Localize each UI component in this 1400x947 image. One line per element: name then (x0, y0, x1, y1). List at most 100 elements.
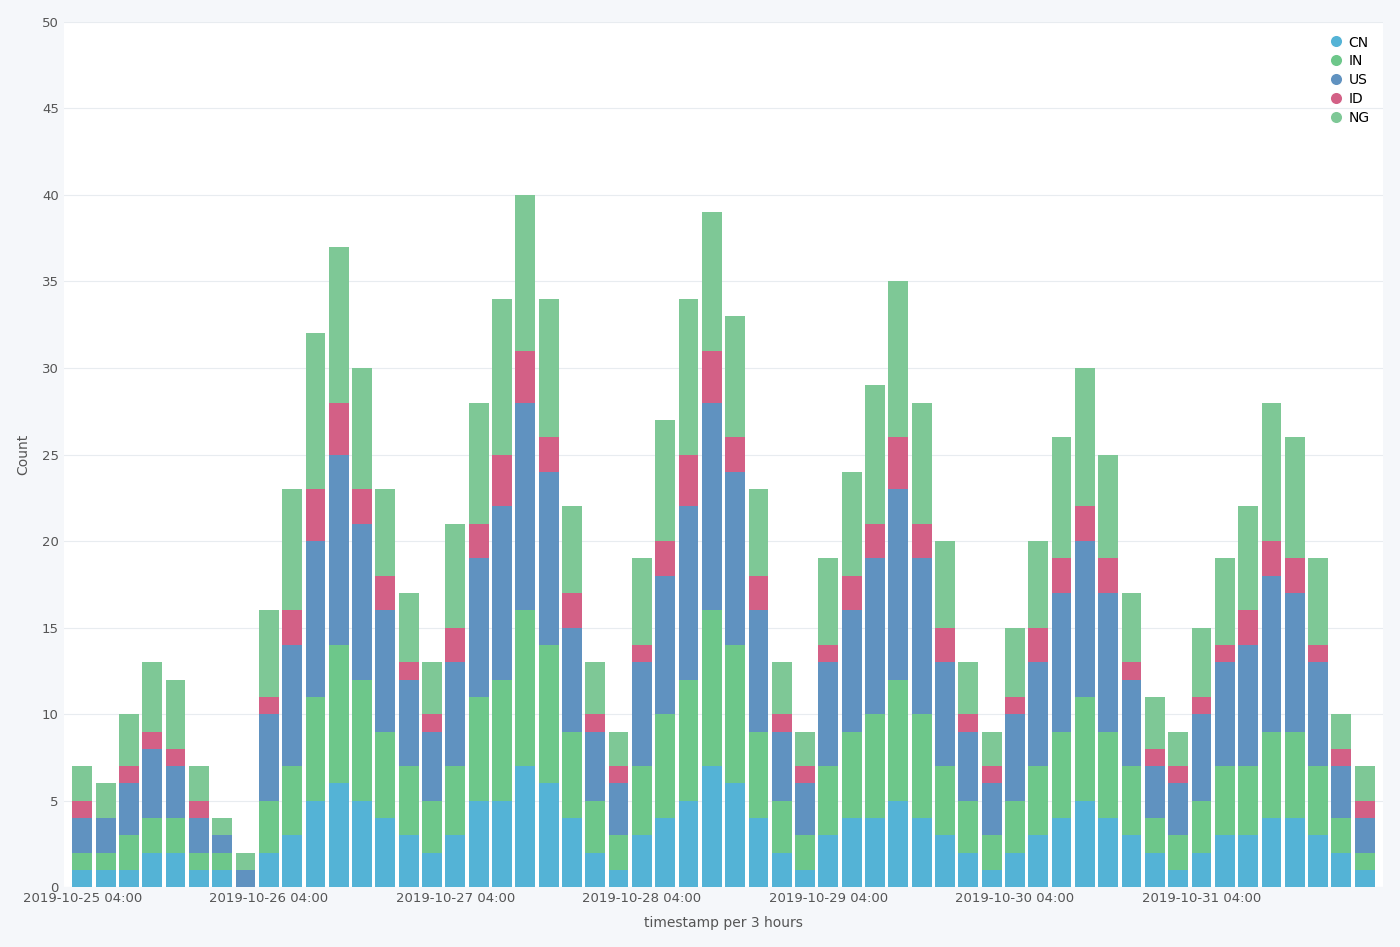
Bar (119, 835, 139, 870)
Bar (329, 402, 349, 455)
Bar (189, 852, 209, 870)
Bar (329, 455, 349, 645)
Bar (679, 507, 699, 680)
Bar (609, 835, 629, 870)
Bar (1121, 835, 1141, 887)
Bar (981, 766, 1001, 783)
Bar (889, 801, 909, 887)
Bar (1098, 593, 1119, 731)
Bar (1075, 801, 1095, 887)
Bar (1238, 645, 1259, 766)
Bar (305, 801, 325, 887)
Bar (1238, 766, 1259, 835)
Bar (1261, 541, 1281, 576)
Bar (1145, 766, 1165, 818)
Bar (1331, 818, 1351, 852)
Bar (935, 628, 955, 662)
Bar (445, 662, 465, 766)
Bar (1051, 438, 1071, 559)
Bar (375, 576, 395, 610)
Bar (771, 801, 791, 852)
Bar (213, 852, 232, 870)
Bar (143, 662, 162, 731)
Bar (1331, 852, 1351, 887)
Legend: CN, IN, US, ID, NG: CN, IN, US, ID, NG (1322, 28, 1376, 132)
Bar (631, 645, 652, 662)
Bar (701, 610, 722, 766)
Bar (609, 783, 629, 835)
Bar (399, 662, 419, 680)
Bar (445, 524, 465, 628)
Bar (585, 731, 605, 801)
Bar (491, 507, 512, 680)
Bar (959, 714, 979, 731)
Bar (935, 662, 955, 766)
Bar (469, 559, 489, 697)
Bar (749, 576, 769, 610)
Bar (399, 835, 419, 887)
Bar (119, 714, 139, 766)
Bar (259, 852, 279, 887)
Bar (1261, 402, 1281, 541)
Bar (1285, 731, 1305, 818)
Bar (1355, 801, 1375, 818)
Bar (841, 576, 861, 610)
Bar (73, 818, 92, 852)
Bar (1355, 818, 1375, 852)
Bar (911, 524, 931, 559)
Bar (725, 472, 745, 645)
Bar (1005, 714, 1025, 801)
Bar (561, 507, 582, 593)
Bar (515, 402, 535, 610)
Bar (561, 731, 582, 818)
Bar (679, 298, 699, 455)
Bar (771, 852, 791, 887)
Bar (841, 818, 861, 887)
Bar (1215, 766, 1235, 835)
Bar (189, 870, 209, 887)
Bar (1331, 766, 1351, 818)
Bar (1098, 731, 1119, 818)
Bar (189, 766, 209, 801)
Bar (771, 731, 791, 801)
Bar (1308, 766, 1329, 835)
Bar (1051, 593, 1071, 731)
Bar (73, 870, 92, 887)
Bar (1005, 697, 1025, 714)
Bar (469, 801, 489, 887)
Bar (959, 801, 979, 852)
Bar (305, 697, 325, 801)
Bar (1098, 559, 1119, 593)
Bar (95, 852, 116, 870)
Bar (725, 783, 745, 887)
Bar (73, 766, 92, 801)
Bar (609, 870, 629, 887)
Bar (491, 680, 512, 801)
Bar (399, 593, 419, 662)
Bar (283, 610, 302, 645)
Bar (1075, 368, 1095, 507)
Bar (911, 402, 931, 524)
Bar (981, 731, 1001, 766)
Bar (399, 766, 419, 835)
Bar (423, 731, 442, 801)
Bar (235, 870, 255, 887)
Bar (701, 766, 722, 887)
Bar (423, 714, 442, 731)
Bar (1145, 697, 1165, 749)
Bar (375, 731, 395, 818)
Bar (1191, 714, 1211, 801)
Bar (1145, 749, 1165, 766)
Bar (935, 541, 955, 628)
Bar (725, 316, 745, 438)
Bar (631, 662, 652, 766)
Bar (1308, 559, 1329, 645)
Bar (445, 766, 465, 835)
Bar (679, 801, 699, 887)
Bar (119, 870, 139, 887)
Bar (1285, 593, 1305, 731)
Bar (1075, 541, 1095, 697)
Bar (865, 385, 885, 524)
Bar (1145, 818, 1165, 852)
Bar (1051, 559, 1071, 593)
